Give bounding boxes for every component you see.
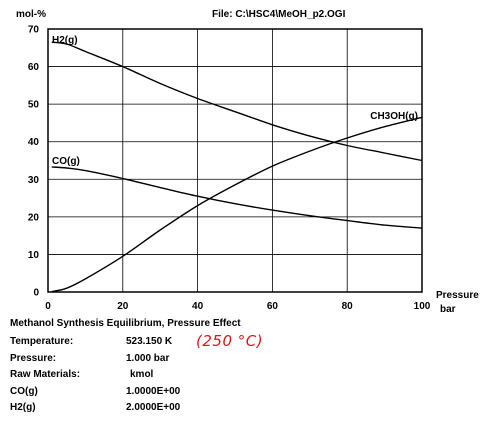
- series-label: H2(g): [52, 35, 78, 46]
- y-tick-label: 70: [28, 25, 40, 36]
- parameters-table: Temperature: 523.150 K Pressure: 1.000 b…: [10, 336, 310, 419]
- file-path-label: File: C:\HSC4\MeOH_p2.OGI: [212, 9, 346, 20]
- ch3oh-line: [51, 116, 423, 293]
- x-tick-label: 20: [117, 301, 129, 312]
- param-row: Raw Materials: kmol: [10, 369, 310, 386]
- co-line: [51, 166, 423, 229]
- x-tick-label: 60: [267, 301, 279, 312]
- plot-frame: [47, 28, 423, 293]
- y-tick-label: 60: [28, 62, 40, 73]
- param-label: Temperature:: [10, 336, 74, 347]
- y-tick-label: 40: [28, 137, 40, 148]
- param-row: Pressure: 1.000 bar: [10, 353, 310, 370]
- x-tick-label: 100: [414, 301, 431, 312]
- param-label: H2(g): [10, 402, 36, 413]
- param-row: Temperature: 523.150 K: [10, 336, 310, 353]
- series-labels: H2(g) CO(g) CH3OH(g): [52, 35, 418, 167]
- series-label: CH3OH(g): [370, 111, 418, 122]
- x-tick-labels: 0 20 40 60 80 100: [45, 301, 431, 312]
- y-axis-label: mol-%: [16, 9, 46, 20]
- param-row: H2(g) 2.0000E+00: [10, 402, 310, 419]
- y-tick-labels: 0 10 20 30 40 50 60 70: [28, 25, 40, 299]
- x-axis-label: Pressure: [436, 290, 479, 301]
- h2-line: [51, 41, 423, 162]
- y-tick-label: 30: [28, 175, 40, 186]
- param-label: CO(g): [10, 385, 38, 397]
- handwritten-note: (250 °C): [196, 332, 264, 350]
- chart: 0 10 20 30 40 50 60 70 0 20 40 60 80 100 H2(g) CO(g) C…: [28, 25, 431, 313]
- param-value: 2.0000E+00: [126, 402, 181, 413]
- param-label: Pressure:: [10, 352, 57, 364]
- param-value: 523.150 K: [126, 336, 173, 347]
- y-tick-label: 50: [28, 100, 40, 111]
- param-value: kmol: [130, 369, 154, 380]
- x-tick-label: 0: [45, 301, 51, 312]
- grid: [48, 29, 422, 292]
- x-axis-unit: bar: [440, 304, 456, 315]
- param-value: 1.0000E+00: [126, 385, 181, 397]
- x-tick-label: 80: [342, 301, 354, 312]
- param-label: Raw Materials:: [10, 369, 81, 380]
- y-tick-label: 0: [33, 288, 39, 299]
- param-value: 1.000 bar: [126, 352, 170, 364]
- param-row: CO(g) 1.0000E+00: [10, 386, 310, 403]
- y-tick-label: 10: [28, 250, 40, 261]
- series-label: CO(g): [52, 156, 80, 167]
- y-tick-label: 20: [28, 212, 40, 223]
- x-tick-label: 40: [192, 301, 204, 312]
- chart-caption: Methanol Synthesis Equilibrium, Pressure…: [10, 318, 241, 329]
- series-lines: [51, 41, 423, 293]
